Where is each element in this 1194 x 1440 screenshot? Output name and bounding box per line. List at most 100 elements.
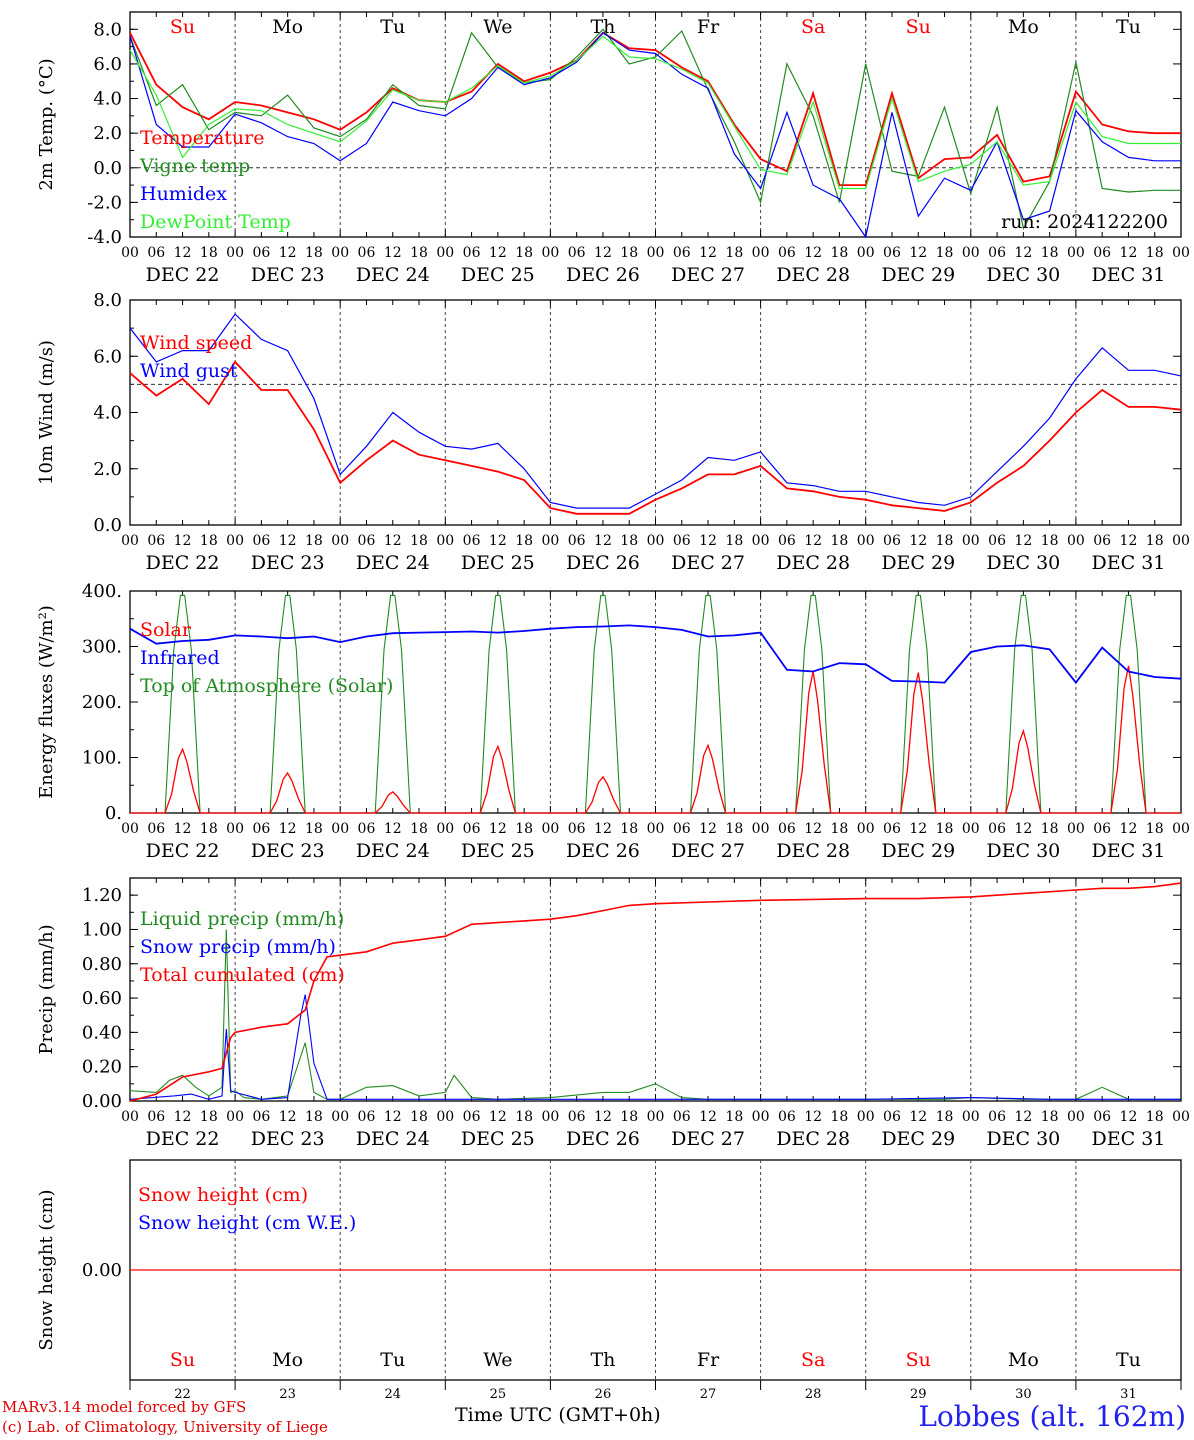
hour-tick-label: 12 [1014, 1109, 1032, 1125]
hour-tick-label: 18 [620, 533, 638, 549]
hour-tick-label: 12 [489, 1109, 507, 1125]
weekday-label: Mo [272, 16, 303, 38]
date-label: DEC 30 [986, 840, 1060, 862]
date-label: DEC 25 [461, 264, 535, 286]
legend-entry: Top of Atmosphere (Solar) [140, 675, 393, 697]
hour-tick-label: 06 [673, 1109, 691, 1125]
hour-tick-label: 06 [1093, 245, 1111, 261]
hour-tick-label: 12 [699, 533, 717, 549]
hour-tick-label: 00 [857, 245, 875, 261]
hour-tick-label: 12 [384, 533, 402, 549]
y-tick-label: 4.0 [93, 89, 122, 110]
hour-tick-label: 18 [410, 533, 428, 549]
hour-tick-label: 00 [857, 533, 875, 549]
hour-tick-label: 00 [1172, 245, 1190, 261]
hour-tick-label: 06 [568, 1109, 586, 1125]
legend-entry: Humidex [140, 183, 227, 205]
series-line-liquid-precip-mm-h- [129, 929, 1181, 1100]
weekday-label: Mo [1008, 1349, 1039, 1371]
hour-tick-label: 06 [1093, 821, 1111, 837]
hour-tick-label: 00 [541, 245, 559, 261]
hour-tick-label: 06 [463, 245, 481, 261]
series-line-total-cumulated-cm- [129, 882, 1182, 1102]
hour-tick-label: 06 [463, 1109, 481, 1125]
hour-tick-label: 18 [410, 821, 428, 837]
y-axis-label: Snow height (cm) [36, 1189, 57, 1350]
date-label: DEC 30 [986, 264, 1060, 286]
date-label: DEC 26 [566, 1128, 640, 1150]
lab-credit: (c) Lab. of Climatology, University of L… [2, 1418, 328, 1436]
hour-tick-label: 06 [568, 821, 586, 837]
hour-tick-label: 12 [594, 533, 612, 549]
hour-tick-label: 00 [226, 533, 244, 549]
legend-entry: Liquid precip (mm/h) [140, 908, 344, 930]
legend-entry: Wind speed [140, 332, 252, 354]
date-label: DEC 26 [566, 552, 640, 574]
date-label: DEC 28 [776, 264, 850, 286]
hour-tick-label: 18 [936, 1109, 954, 1125]
date-label: DEC 31 [1092, 1128, 1166, 1150]
date-label: DEC 28 [776, 1128, 850, 1150]
hour-tick-label: 18 [620, 245, 638, 261]
hour-tick-label: 18 [305, 1109, 323, 1125]
hour-tick-label: 06 [778, 245, 796, 261]
y-axis-label: Precip (mm/h) [36, 924, 57, 1054]
hour-tick-label: 18 [200, 1109, 218, 1125]
y-axis-label: Energy fluxes (W/m²) [36, 605, 57, 799]
hour-tick-label: 00 [121, 533, 139, 549]
hour-tick-label: 18 [1146, 245, 1164, 261]
hour-tick-label: 12 [279, 245, 297, 261]
hour-tick-label: 12 [489, 245, 507, 261]
y-tick-label: 1.00 [82, 919, 122, 940]
legend-entry: Solar [140, 619, 192, 641]
hour-tick-label: 06 [252, 821, 270, 837]
legend-entry: Snow height (cm) [138, 1184, 308, 1206]
hour-tick-label: 18 [1146, 533, 1164, 549]
hour-tick-label: 00 [962, 1109, 980, 1125]
date-label: DEC 31 [1092, 264, 1166, 286]
hour-tick-label: 12 [594, 245, 612, 261]
hour-tick-label: 12 [1120, 533, 1138, 549]
date-label: DEC 23 [251, 1128, 325, 1150]
hour-tick-label: 12 [909, 1109, 927, 1125]
day-number-label: 26 [595, 1387, 612, 1402]
y-axis-label: 10m Wind (m/s) [36, 340, 57, 485]
hour-tick-label: 00 [541, 821, 559, 837]
hour-tick-label: 00 [647, 821, 665, 837]
hour-tick-label: 06 [147, 533, 165, 549]
hour-tick-label: 06 [988, 821, 1006, 837]
model-credit: MARv3.14 model forced by GFS [2, 1398, 247, 1416]
hour-tick-label: 12 [1120, 1109, 1138, 1125]
date-label: DEC 28 [776, 552, 850, 574]
date-label: DEC 29 [881, 552, 955, 574]
hour-tick-label: 06 [988, 1109, 1006, 1125]
hour-tick-label: 00 [226, 821, 244, 837]
date-label: DEC 25 [461, 1128, 535, 1150]
hour-tick-label: 00 [436, 1109, 454, 1125]
date-label: DEC 25 [461, 840, 535, 862]
weekday-label: We [483, 16, 512, 38]
hour-tick-label: 12 [279, 821, 297, 837]
hour-tick-label: 00 [331, 533, 349, 549]
weekday-label: We [483, 1349, 512, 1371]
hour-tick-label: 18 [515, 821, 533, 837]
legend-entry: Snow height (cm W.E.) [138, 1212, 356, 1234]
y-tick-label: 0.40 [82, 1022, 122, 1043]
hour-tick-label: 00 [121, 1109, 139, 1125]
date-label: DEC 27 [671, 840, 745, 862]
hour-tick-label: 12 [279, 1109, 297, 1125]
hour-tick-label: 18 [200, 533, 218, 549]
hour-tick-label: 12 [699, 821, 717, 837]
hour-tick-label: 00 [331, 1109, 349, 1125]
weekday-label: Th [590, 16, 615, 38]
hour-tick-label: 00 [121, 821, 139, 837]
hour-tick-label: 18 [305, 821, 323, 837]
hour-tick-label: 18 [831, 821, 849, 837]
hour-tick-label: 12 [489, 533, 507, 549]
hour-tick-label: 12 [594, 821, 612, 837]
legend-entry: Snow precip (mm/h) [140, 936, 336, 958]
hour-tick-label: 00 [647, 1109, 665, 1125]
hour-tick-label: 12 [174, 821, 192, 837]
series-line-wind-speed [129, 360, 1182, 515]
hour-tick-label: 18 [410, 245, 428, 261]
